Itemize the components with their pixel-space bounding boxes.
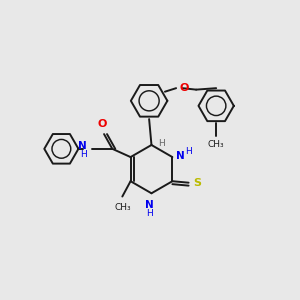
Text: CH₃: CH₃ (208, 140, 224, 149)
Text: N: N (145, 200, 154, 210)
Text: O: O (180, 83, 189, 93)
Text: CH₃: CH₃ (114, 203, 130, 212)
Text: H: H (185, 147, 191, 156)
Text: H: H (158, 139, 165, 148)
Text: O: O (98, 119, 107, 129)
Text: N: N (78, 142, 87, 152)
Text: H: H (80, 150, 87, 159)
Text: S: S (193, 178, 201, 188)
Text: H: H (146, 208, 152, 217)
Text: N: N (176, 151, 185, 160)
